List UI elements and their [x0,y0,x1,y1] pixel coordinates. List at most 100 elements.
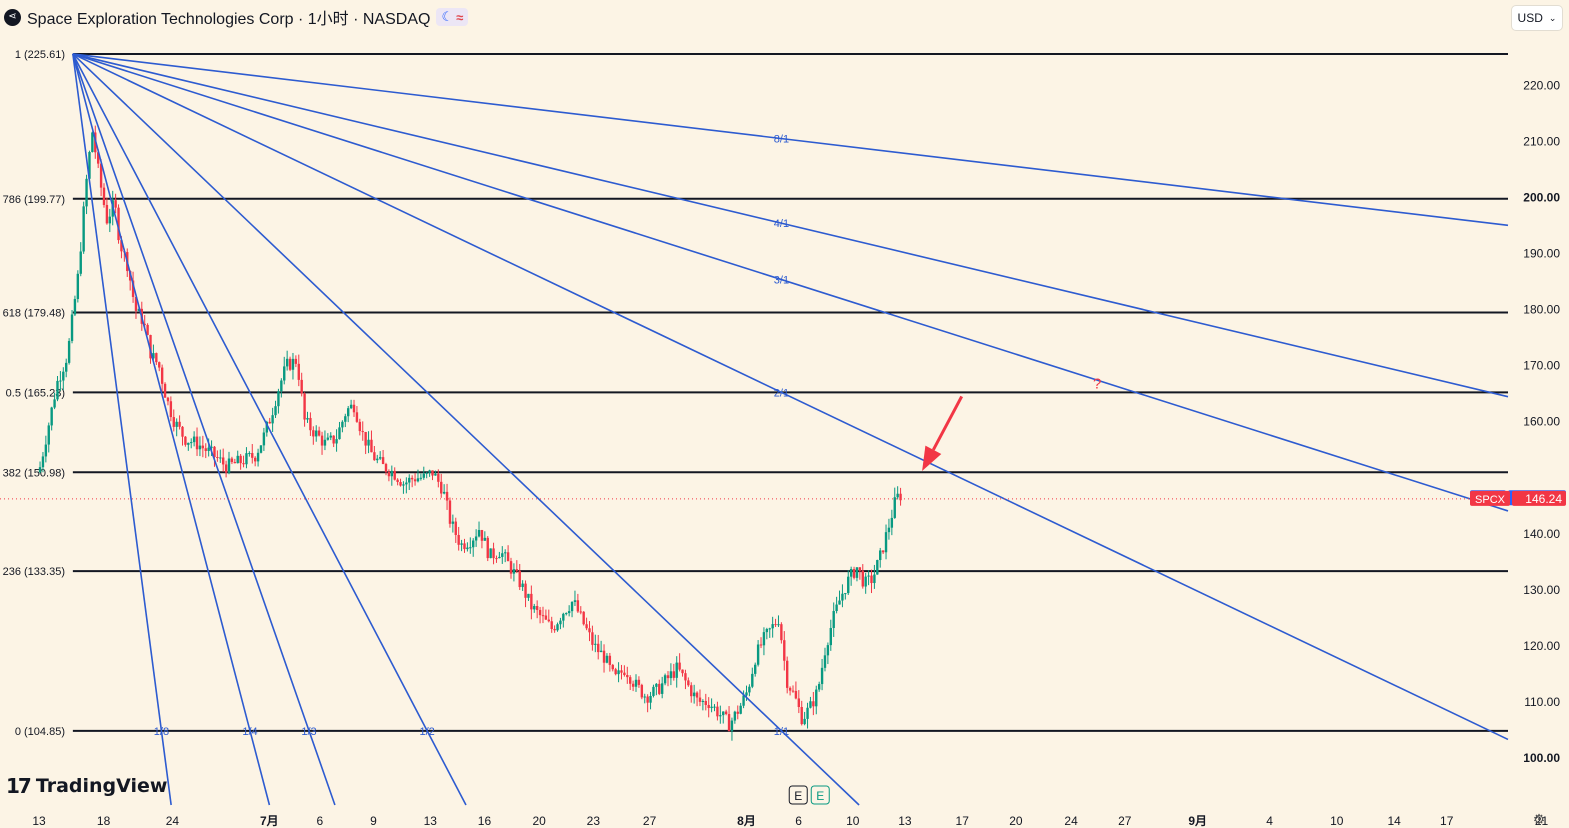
candle-body-20 [96,152,100,164]
gear-icon[interactable]: ⚙ [1532,811,1546,827]
gann-fan-line-8-1[interactable] [72,53,1509,227]
candle-body-244 [748,686,751,693]
candle-body-87 [291,358,295,370]
candle-body-121 [390,470,394,477]
candle-body-288 [876,560,879,575]
candle-body-187 [582,611,585,625]
candle-body-95 [315,430,318,437]
time-tick-4: 6 [316,814,323,828]
candle-body-15 [82,206,85,252]
candle-body-6 [56,380,59,400]
candle-body-144 [457,534,460,545]
candle-body-172 [538,609,542,616]
candle-body-71 [245,453,248,465]
candle-body-102 [335,439,338,444]
gann-fan-label-1-2: 1/2 [419,726,434,738]
time-axis[interactable]: 13 18 24 7月 6 9 13 16 20 23 27 8月 6 10 13 17 20 24 27 9月 4 10… [32,785,1549,828]
price-axis[interactable]: 220.00 210.00 200.00 190.00 180.00 170.00 160.… [1523,78,1560,765]
candle-body-53 [192,436,196,443]
gann-fan-lines[interactable] [72,53,1509,806]
candle-body-216 [666,675,670,679]
gann-fan-line-1-4[interactable] [72,53,271,806]
gann-fan-label-1-4: 1/4 [242,726,257,738]
candle-body-222 [684,673,687,681]
price-tick-7: 140.00 [1523,527,1560,541]
candle-body-92 [306,417,309,420]
candle-body-285 [867,575,870,577]
price-tags: 盘后146.35SPCX146.24 [1470,490,1566,506]
gann-fan-line-1-2[interactable] [72,53,467,806]
candle-body-162 [509,561,513,574]
candle-body-292 [887,527,891,533]
candle-body-152 [480,530,484,541]
candle-body-171 [535,606,539,610]
fib-retracement-labels: 1 (225.61) 786 (199.77) 618 (179.48) 0.5 (1… [3,49,65,738]
session-badges[interactable]: ☾ ≈ [436,8,469,26]
time-tick-10: 27 [643,814,657,828]
candle-body-89 [297,363,300,380]
candle-body-166 [521,583,524,588]
candle-body-147 [466,547,469,550]
currency-selector[interactable]: USD ⌄ [1512,6,1562,30]
gann-fan-line-2-1[interactable] [72,53,1509,741]
fib-retracement-lines[interactable] [72,52,1508,732]
gann-fan-line-4-1[interactable] [72,53,1509,398]
candle-body-49 [181,426,184,437]
candle-body-5 [53,399,56,408]
time-tick-3: 7月 [260,814,279,828]
candle-body-177 [553,629,556,631]
candle-body-213 [658,683,661,694]
tradingview-logo[interactable]: 17 TradingView [6,774,167,798]
gann-fan-label-1-8: 1/8 [154,726,169,738]
candle-body-227 [698,697,702,702]
candle-body-108 [352,404,356,413]
candle-body-86 [288,358,292,370]
candle-body-2 [44,444,48,457]
candle-body-181 [565,613,568,615]
gann-fan-line-3-1[interactable] [72,53,1509,512]
candle-body-169 [530,593,533,610]
candle-body-243 [745,692,748,696]
candle-body-208 [643,696,646,698]
candle-body-160 [503,552,507,554]
price-tick-5: 170.00 [1523,359,1560,373]
candle-body-16 [85,178,88,207]
candle-body-226 [695,692,699,698]
time-tick-12: 6 [795,814,802,828]
candle-body-279 [849,569,853,577]
candle-body-234 [719,715,722,717]
candle-body-255 [780,624,783,641]
candle-body-253 [774,624,777,626]
candle-body-167 [524,583,527,598]
candle-body-21 [99,163,103,188]
candle-body-82 [277,391,280,407]
candle-body-38 [149,334,152,359]
candle-body-287 [873,574,876,584]
candle-body-142 [451,521,455,524]
candle-body-85 [285,358,289,367]
candle-body-98 [323,439,327,446]
candle-body-61 [216,457,219,459]
candle-body-47 [175,421,178,427]
gann-fan-line-1-1[interactable] [72,53,860,806]
earnings-marker-1[interactable] [810,785,830,805]
candle-body-140 [445,491,449,501]
candle-body-276 [841,593,844,601]
candle-body-83 [280,380,283,392]
gann-fan-line-1-8[interactable] [72,53,172,806]
earnings-marker-0[interactable] [788,785,808,805]
price-tick-3: 190.00 [1523,247,1560,261]
candle-body-134 [428,470,431,473]
candle-body-170 [533,606,536,610]
candle-body-100 [329,435,332,438]
candle-body-261 [797,698,801,707]
candle-body-135 [431,470,434,476]
candle-body-107 [349,404,353,409]
candle-body-65 [227,458,231,473]
symbol-title[interactable]: Space Exploration Technologies Corp · 1小… [27,11,431,28]
candle-body-274 [835,604,838,612]
gann-fan-line-1-3[interactable] [72,53,336,806]
candle-body-246 [754,664,757,674]
candle-body-114 [370,439,373,453]
